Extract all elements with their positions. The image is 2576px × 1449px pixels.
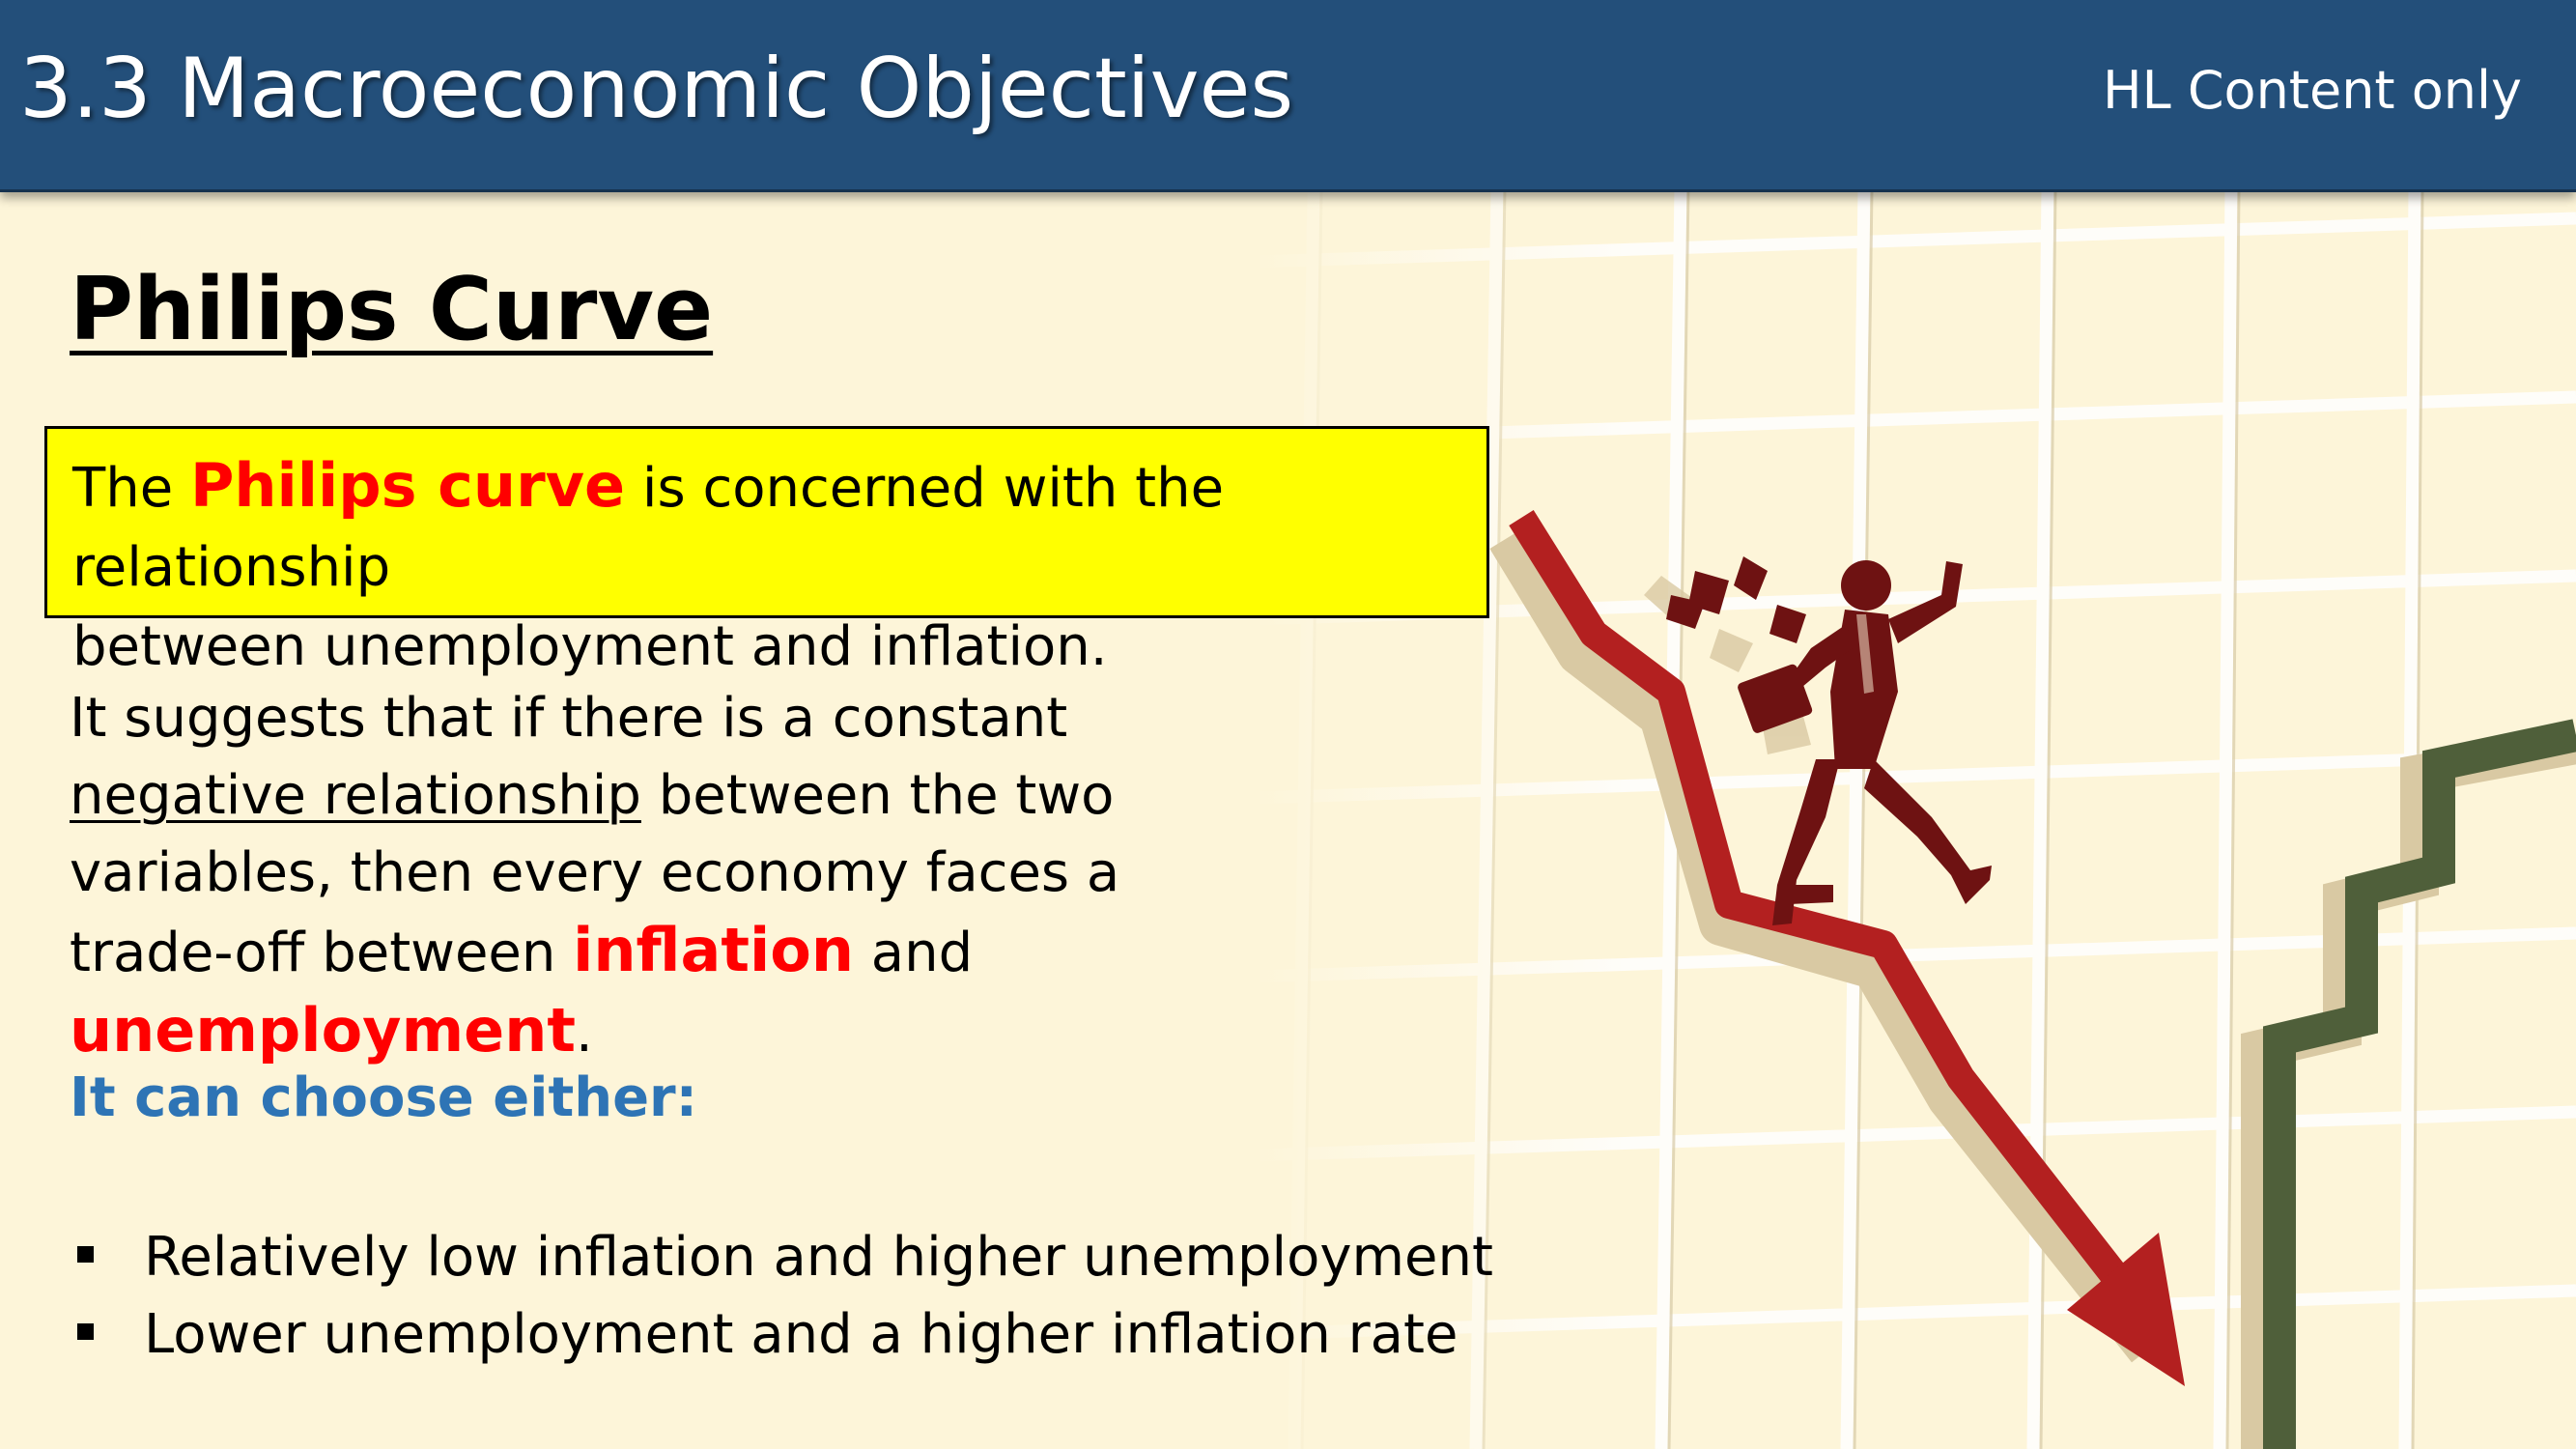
bullet-square-icon [77, 1323, 94, 1341]
definition-prefix: The [72, 457, 174, 520]
definition-term: Philips curve [189, 450, 626, 521]
bullet-square-icon [77, 1246, 94, 1264]
option-text: Relatively low inflation and higher unem… [144, 1226, 1493, 1289]
explanation-part2: between the two variables, then every ec… [70, 764, 1120, 984]
hl-content-tag: HL Content only [2102, 60, 2522, 121]
falling-arrow-shadow [1489, 526, 2166, 1363]
negative-relationship-underlined: negative relationship [70, 764, 641, 827]
options-list: Relatively low inflation and higher unem… [70, 1219, 1493, 1374]
explanation-end: . [576, 1002, 593, 1065]
keyword-inflation: inflation [573, 915, 854, 985]
keyword-unemployment: unemployment [70, 995, 577, 1065]
explanation-and: and [870, 922, 974, 984]
definition-text-line2: between unemployment and inflation. [72, 615, 1108, 678]
falling-market-illustration [1256, 189, 2576, 1449]
title-bar: 3.3 Macroeconomic Objectives HL Content … [0, 0, 2576, 192]
slide-title: 3.3 Macroeconomic Objectives [19, 41, 1294, 137]
falling-man-figure [1666, 556, 1992, 925]
definition-box: The Philips curve is concerned with the … [44, 426, 1489, 678]
explanation-paragraph: It suggests that if there is a constant … [70, 680, 1287, 1072]
section-heading: Philips Curve [70, 259, 714, 360]
explanation-part1: It suggests that if there is a constant [70, 687, 1068, 750]
option-text: Lower unemployment and a higher inflatio… [144, 1303, 1458, 1366]
list-item: Relatively low inflation and higher unem… [70, 1219, 1493, 1296]
falling-arrow-head [2067, 1233, 2185, 1386]
definition-text-line1: is concerned with the relationship [72, 457, 1225, 599]
list-item: Lower unemployment and a higher inflatio… [70, 1296, 1493, 1374]
falling-arrow-line [1509, 510, 2161, 1329]
rising-line-shadow [2241, 725, 2576, 1449]
choice-subheading: It can choose either: [70, 1066, 698, 1129]
rising-line [2263, 719, 2576, 1449]
